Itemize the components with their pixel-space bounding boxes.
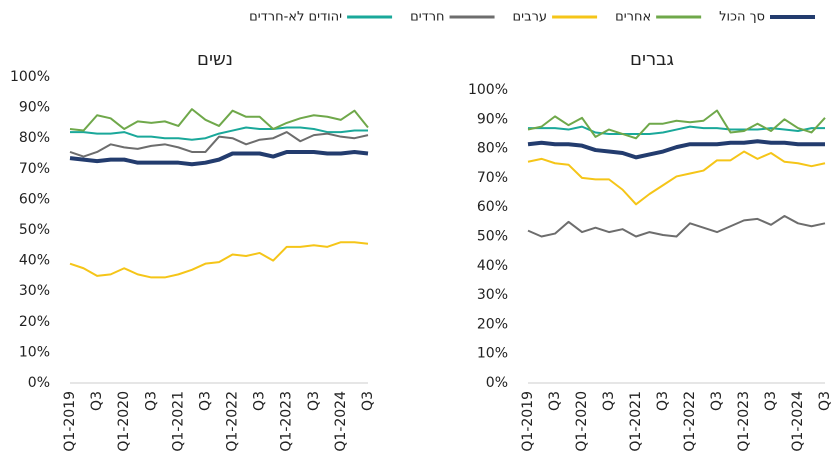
x-tick-label: Q3 bbox=[601, 391, 617, 411]
chart-title: נשים bbox=[197, 49, 233, 70]
series-line bbox=[69, 241, 369, 279]
x-tick-label: Q1-2021 bbox=[628, 391, 644, 452]
y-tick-label: 40% bbox=[477, 258, 508, 274]
y-tick-label: 60% bbox=[477, 199, 508, 215]
x-tick-label: Q3 bbox=[143, 391, 159, 411]
y-tick-label: 30% bbox=[477, 287, 508, 303]
x-tick-label: Q1-2022 bbox=[225, 391, 241, 452]
x-tick-label: Q1-2020 bbox=[116, 391, 132, 452]
x-tick-label: Q1-2021 bbox=[170, 391, 186, 452]
y-tick-label: 10% bbox=[19, 344, 50, 360]
x-tick-label: Q3 bbox=[763, 391, 779, 411]
x-tick-label: Q3 bbox=[360, 391, 376, 411]
x-tick-label: Q1-2024 bbox=[790, 391, 806, 452]
y-tick-label: 20% bbox=[19, 314, 50, 330]
legend-label: ערבים bbox=[513, 10, 548, 25]
legend-label: אחרים bbox=[615, 10, 651, 25]
x-tick-label: Q1-2024 bbox=[333, 391, 349, 452]
series-line bbox=[69, 149, 369, 167]
x-tick-label: Q1-2019 bbox=[62, 391, 78, 452]
series-line bbox=[69, 108, 369, 132]
legend-label: חרדים bbox=[410, 10, 444, 25]
y-tick-label: 10% bbox=[477, 346, 508, 362]
legend-label: סך הכול bbox=[719, 10, 765, 25]
y-tick-label: 40% bbox=[19, 253, 50, 269]
series-line bbox=[528, 125, 825, 135]
series-line bbox=[527, 150, 826, 206]
y-tick-label: 60% bbox=[19, 191, 50, 207]
x-tick-label: Q3 bbox=[89, 391, 105, 411]
y-tick-label: 0% bbox=[486, 375, 508, 391]
y-tick-label: 80% bbox=[19, 130, 50, 146]
y-tick-label: 30% bbox=[19, 283, 50, 299]
y-tick-label: 70% bbox=[477, 170, 508, 186]
x-tick-label: Q3 bbox=[252, 391, 268, 411]
series-line bbox=[70, 126, 368, 141]
x-tick-label: Q1-2023 bbox=[279, 391, 295, 452]
y-tick-label: 90% bbox=[477, 111, 508, 127]
series-line bbox=[527, 139, 825, 160]
x-tick-label: Q3 bbox=[817, 391, 833, 411]
y-tick-label: 100% bbox=[10, 69, 50, 85]
x-tick-label: Q1-2022 bbox=[682, 391, 698, 452]
x-tick-label: Q3 bbox=[197, 391, 213, 411]
x-tick-label: Q3 bbox=[306, 391, 322, 411]
y-tick-label: 50% bbox=[19, 222, 50, 238]
y-tick-label: 70% bbox=[19, 161, 50, 177]
y-tick-label: 80% bbox=[477, 141, 508, 157]
y-tick-label: 100% bbox=[468, 82, 508, 98]
y-tick-label: 0% bbox=[28, 375, 50, 391]
y-tick-label: 20% bbox=[477, 316, 508, 332]
series-line bbox=[69, 131, 369, 158]
chart-title: גברים bbox=[630, 49, 674, 70]
x-tick-label: Q3 bbox=[547, 391, 563, 411]
series-line bbox=[527, 109, 826, 140]
x-tick-label: Q1-2023 bbox=[736, 391, 752, 452]
y-tick-label: 50% bbox=[477, 229, 508, 245]
x-tick-label: Q1-2019 bbox=[520, 391, 536, 452]
series-line bbox=[527, 214, 826, 238]
x-tick-label: Q3 bbox=[709, 391, 725, 411]
x-tick-label: Q3 bbox=[655, 391, 671, 411]
y-tick-label: 90% bbox=[19, 100, 50, 116]
x-tick-label: Q1-2020 bbox=[574, 391, 590, 452]
legend-label: יהודים לא-חרדים bbox=[249, 10, 342, 25]
